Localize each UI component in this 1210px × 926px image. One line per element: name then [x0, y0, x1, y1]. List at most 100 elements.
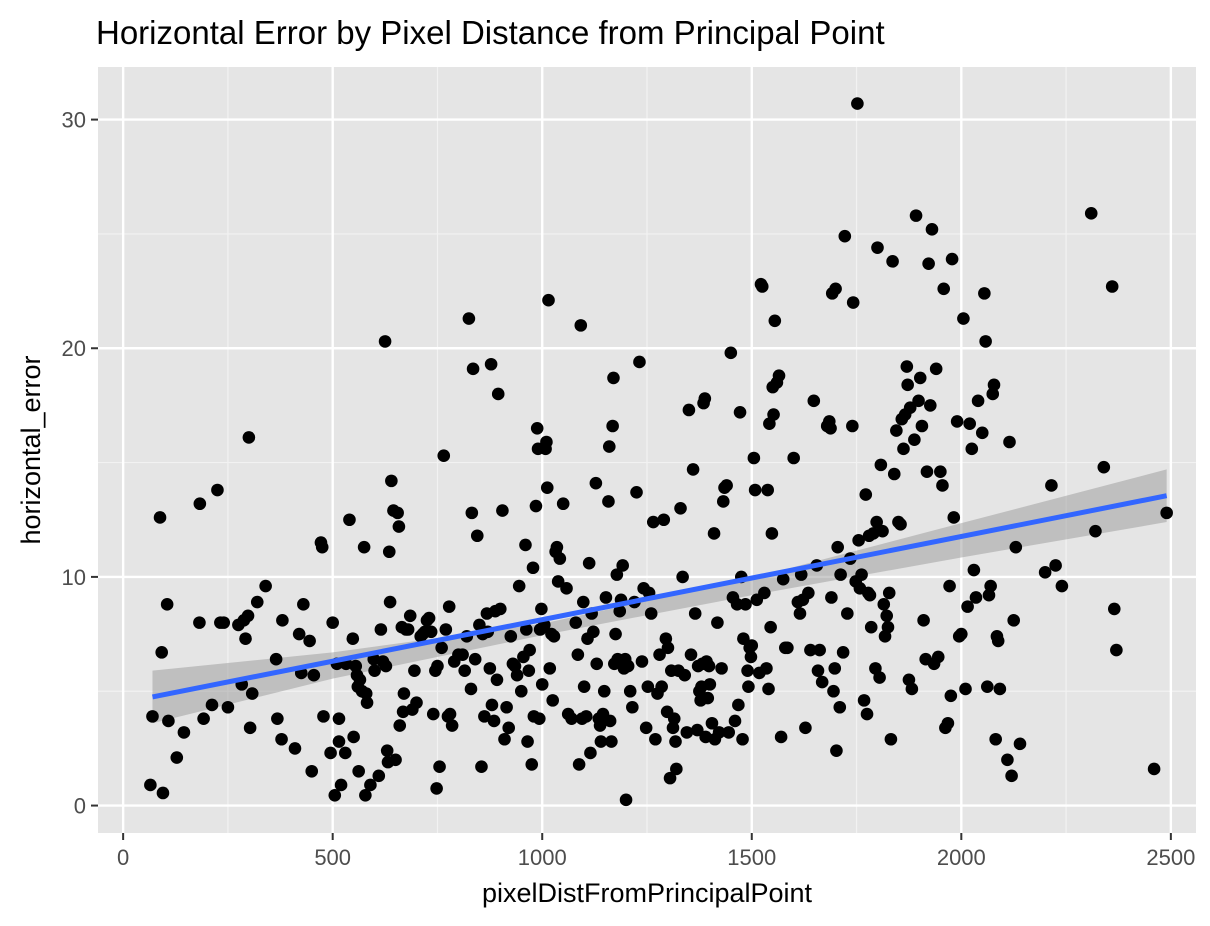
data-point [884, 732, 898, 746]
data-point [593, 719, 607, 732]
data-point [989, 732, 1002, 746]
data-point [542, 293, 555, 307]
data-point [565, 712, 578, 725]
data-point [525, 758, 539, 771]
data-point [859, 488, 873, 501]
data-point [912, 394, 925, 408]
data-point [368, 664, 381, 677]
data-point [724, 346, 738, 360]
data-point [674, 502, 687, 515]
data-point [529, 499, 543, 513]
data-point [712, 726, 726, 739]
data-point [873, 671, 886, 684]
data-point [969, 591, 983, 604]
data-point [965, 442, 979, 456]
data-point [205, 698, 219, 712]
data-point [943, 579, 956, 593]
data-point [317, 710, 330, 723]
data-point [609, 627, 622, 641]
data-point [1009, 540, 1023, 554]
data-point [980, 680, 994, 693]
data-point [975, 426, 989, 440]
data-point [781, 641, 794, 655]
data-point [305, 764, 319, 778]
data-point [569, 616, 583, 629]
data-point [374, 623, 388, 636]
data-point [733, 405, 747, 419]
data-point [155, 646, 169, 659]
data-point [1160, 506, 1173, 520]
data-point [437, 449, 451, 463]
data-point [722, 726, 736, 739]
data-point [245, 687, 259, 700]
data-point [606, 419, 619, 433]
data-point [908, 433, 921, 447]
data-point [346, 632, 360, 645]
data-point [328, 788, 342, 802]
data-point [762, 682, 775, 696]
data-point [955, 627, 968, 641]
data-point [483, 662, 497, 675]
data-point [882, 586, 896, 600]
data-point [703, 678, 717, 691]
data-point [881, 620, 895, 634]
data-point [577, 680, 591, 693]
data-point [242, 431, 256, 444]
data-point [433, 760, 446, 773]
data-point [978, 287, 991, 300]
data-point [372, 769, 386, 783]
data-point [160, 598, 174, 611]
y-axis: 0 10 20 30 [62, 108, 98, 819]
data-point [271, 712, 284, 725]
data-point [602, 440, 616, 453]
data-point [855, 568, 868, 581]
data-point [389, 753, 402, 767]
data-point [571, 648, 585, 661]
data-point [307, 668, 321, 682]
data-point [392, 520, 406, 533]
data-point [758, 586, 771, 600]
data-point [931, 650, 945, 664]
data-point [475, 760, 488, 773]
data-point [1147, 762, 1161, 776]
data-point [597, 684, 611, 698]
data-point [886, 255, 899, 268]
data-point [426, 707, 440, 721]
data-point [903, 401, 917, 414]
data-point [587, 625, 600, 639]
data-point [359, 687, 373, 700]
data-point [153, 511, 167, 524]
data-point [764, 620, 777, 634]
data-point [633, 355, 646, 369]
data-point [924, 399, 937, 412]
data-point [641, 680, 655, 693]
data-point [1005, 769, 1018, 783]
data-point [667, 712, 681, 725]
data-point [241, 609, 255, 623]
data-point [391, 506, 404, 520]
data-point [576, 595, 590, 609]
data-point [925, 223, 939, 236]
data-point [772, 369, 786, 382]
data-point [243, 721, 257, 735]
data-point [670, 762, 683, 776]
data-point [510, 668, 524, 682]
x-tick-label: 1000 [518, 845, 567, 870]
data-point [787, 451, 800, 465]
data-point [776, 572, 790, 586]
data-point [828, 662, 842, 675]
data-point [1055, 579, 1069, 593]
data-point [292, 627, 306, 641]
data-point [626, 700, 639, 714]
data-point [920, 465, 934, 479]
data-point [1003, 435, 1016, 449]
data-point [678, 668, 692, 682]
data-point [979, 335, 992, 348]
y-tick-label: 30 [62, 108, 86, 133]
data-point [728, 714, 742, 728]
data-point [393, 719, 407, 732]
data-point [716, 495, 730, 508]
data-point [359, 788, 372, 802]
data-point [676, 570, 689, 584]
